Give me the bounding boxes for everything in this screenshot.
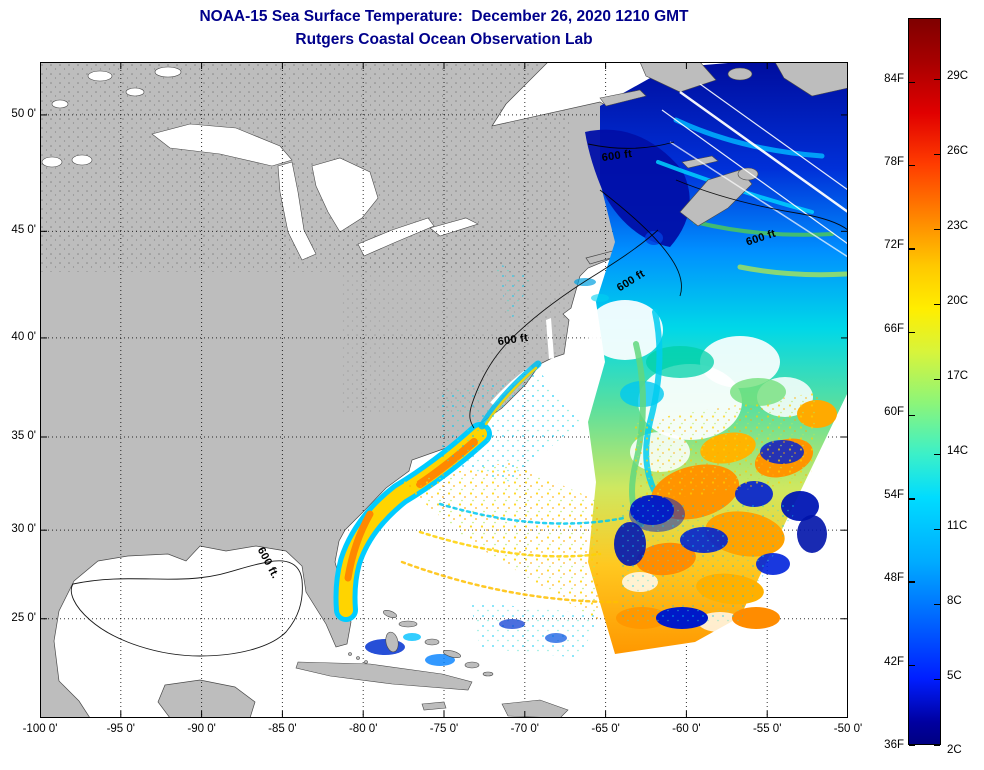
colorbar-fahrenheit-label: 72F	[884, 239, 904, 252]
colorbar-fahrenheit-label: 54F	[884, 489, 904, 502]
andros	[385, 631, 399, 653]
colorbar-fahrenheit-label: 42F	[884, 655, 904, 668]
colorbar-tick-mark	[909, 498, 915, 500]
colorbar-celsius-label: 29C	[947, 69, 969, 82]
x-tick-label: -85 0'	[268, 723, 297, 735]
colorbar-celsius-label: 14C	[947, 444, 969, 457]
colorbar-tick-mark	[934, 228, 940, 231]
land-hispaniola	[501, 699, 569, 718]
x-tick-label: -50 0'	[833, 723, 863, 735]
depth-contours	[70, 141, 848, 657]
chart-title: NOAA-15 Sea Surface Temperature: Decembe…	[199, 8, 689, 25]
y-tick-label: 35 0'	[11, 429, 36, 442]
x-tick-label: -90 0'	[187, 723, 216, 735]
gulf-of-maine-contour	[599, 189, 682, 297]
shelf-600ft-contour	[469, 229, 659, 429]
figure-titles: NOAA-15 Sea Surface Temperature: Decembe…	[40, 5, 848, 51]
colorbar-tick-mark	[909, 744, 915, 746]
land-anticosti	[599, 89, 647, 107]
colorbar-tick-mark	[909, 248, 915, 250]
lake-ontario	[429, 217, 479, 237]
colorbar-tick-mark	[934, 153, 940, 156]
colorbar-celsius-label: 20C	[947, 294, 969, 307]
sst-swath	[585, 62, 848, 654]
x-tick-label: -55 0'	[752, 723, 782, 735]
colorbar-tick-mark	[909, 331, 915, 334]
colorbar-tick-mark	[909, 164, 915, 167]
y-tick-label: 25 0'	[11, 611, 36, 624]
colorbar-fahrenheit-label: 36F	[884, 738, 904, 751]
x-tick-label: -75 0'	[429, 723, 459, 735]
y-tick-label: 30 0'	[11, 523, 36, 536]
axes-frame	[40, 62, 848, 718]
map-plot	[40, 62, 848, 718]
colorbar-fahrenheit-label: 60F	[884, 405, 904, 418]
land-yucatan	[157, 679, 256, 718]
y-tick-label: 45 0'	[11, 224, 36, 237]
land-cape-breton	[737, 167, 759, 181]
scan-line-streaks	[661, 83, 848, 258]
bahamas	[383, 610, 397, 618]
land-newfoundland	[639, 62, 717, 93]
colorbar-tick-mark	[934, 528, 940, 531]
x-tick-label: -80 0'	[348, 723, 378, 735]
sst-scattered-speckle	[365, 231, 663, 666]
x-tick-label: -60 0'	[672, 723, 701, 735]
x-tick-label: -100 0'	[22, 723, 58, 735]
lake-huron	[311, 157, 379, 233]
colorbar-tick-mark	[909, 414, 915, 417]
colorbar-tick-mark	[934, 303, 940, 306]
land-jamaica	[421, 701, 447, 711]
colorbar-fahrenheit-label: 84F	[884, 72, 904, 85]
colorbar-tick-mark	[909, 581, 915, 583]
colorbar-tick-mark	[934, 453, 940, 456]
colorbar-tick-mark	[909, 664, 915, 667]
y-tick-label: 50 0'	[11, 107, 36, 120]
lake-erie	[357, 217, 435, 257]
colorbar-celsius-label: 17C	[947, 369, 969, 382]
colorbar-celsius-label: 26C	[947, 144, 969, 157]
colorbar-celsius-label: 5C	[947, 669, 962, 682]
colorbar-celsius-label: 2C	[947, 744, 962, 757]
caribbean-islands	[295, 610, 569, 718]
lake-superior	[151, 123, 293, 167]
scotian-shelf-contour	[675, 179, 848, 231]
chart-subtitle: Rutgers Coastal Ocean Observation Lab	[295, 31, 593, 48]
sst-map-canvas	[40, 62, 848, 718]
y-tick-label: 40 0'	[11, 330, 36, 343]
colorbar-fahrenheit-label: 78F	[884, 155, 904, 168]
x-tick-label: -95 0'	[106, 723, 136, 735]
colorbar-tick-mark	[934, 378, 940, 381]
st-lawrence-contour	[587, 141, 675, 149]
colorbar-tick-mark	[934, 603, 940, 606]
land-newfoundland-east	[774, 62, 848, 97]
colorbar-fahrenheit-label: 48F	[884, 572, 904, 585]
x-tick-label: -70 0'	[510, 723, 540, 735]
sst-gulf-of-maine-cold	[585, 129, 690, 247]
colorbar-fahrenheit-label: 66F	[884, 322, 904, 335]
colorbar-tick-mark	[934, 678, 940, 681]
colorbar-tick-mark	[934, 744, 940, 746]
colorbar-celsius-label: 23C	[947, 219, 969, 232]
colorbar-celsius-label: 11C	[947, 519, 968, 532]
colorbar-tick-mark	[934, 78, 940, 81]
chesapeake-bay	[546, 318, 554, 359]
x-tick-label: -65 0'	[591, 723, 620, 735]
colorbar-tick-mark	[909, 81, 915, 84]
colorbar-celsius-label: 8C	[947, 594, 962, 607]
lakes	[41, 66, 554, 620]
lake-michigan	[277, 161, 317, 261]
colorbar	[908, 18, 941, 746]
terrain-speckle	[40, 62, 570, 412]
land-cuba	[295, 661, 473, 691]
gulf-of-mexico-600ft-contour	[70, 560, 303, 657]
